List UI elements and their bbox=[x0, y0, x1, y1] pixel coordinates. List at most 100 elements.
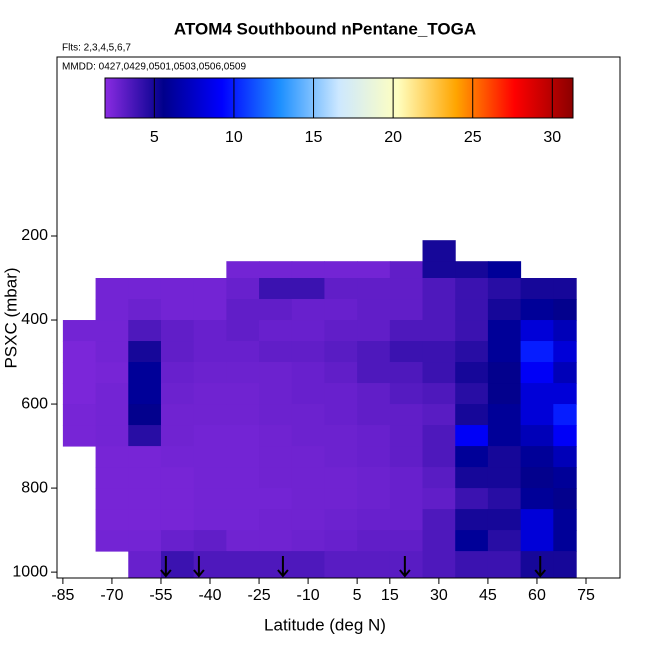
heatmap-cell bbox=[259, 530, 293, 552]
heatmap-cell bbox=[128, 299, 162, 321]
heatmap-cell bbox=[389, 488, 424, 510]
heatmap-cell bbox=[324, 530, 358, 552]
heatmap-cell bbox=[193, 299, 227, 321]
colorbar-tick-label: 15 bbox=[305, 129, 323, 146]
heatmap-cell bbox=[487, 551, 522, 579]
flight-arrow bbox=[534, 556, 546, 578]
heatmap-cell bbox=[422, 383, 456, 405]
heatmap-cell bbox=[455, 467, 489, 489]
heatmap-cell bbox=[160, 404, 195, 426]
heatmap-cell bbox=[128, 362, 162, 384]
heatmap-cell bbox=[259, 404, 293, 426]
heatmap-cell bbox=[389, 278, 424, 300]
heatmap-cell bbox=[193, 509, 227, 531]
heatmap-cell bbox=[389, 425, 424, 447]
heatmap-cell bbox=[291, 530, 325, 552]
y-tick-label: 200 bbox=[21, 227, 48, 244]
heatmap-cell bbox=[62, 383, 97, 405]
heatmap-cell bbox=[226, 446, 260, 468]
heatmap-cell bbox=[160, 299, 195, 321]
heatmap-cell bbox=[95, 488, 129, 510]
heatmap-cell bbox=[226, 261, 260, 279]
heatmap-cell bbox=[422, 278, 456, 300]
x-axis-label: Latitude (deg N) bbox=[264, 615, 386, 634]
heatmap-cell bbox=[193, 383, 227, 405]
heatmap-cell bbox=[95, 299, 129, 321]
heatmap-cell bbox=[160, 425, 195, 447]
heatmap-cell bbox=[291, 341, 325, 363]
heatmap-cell bbox=[324, 278, 358, 300]
heatmap-cell bbox=[487, 509, 522, 531]
heatmap-cell bbox=[324, 341, 358, 363]
heatmap-cell bbox=[259, 425, 293, 447]
heatmap-cell bbox=[62, 425, 97, 447]
heatmap-cell bbox=[128, 446, 162, 468]
heatmap-cell bbox=[259, 261, 293, 279]
heatmap-cell bbox=[455, 551, 489, 579]
heatmap-cell bbox=[128, 278, 162, 300]
heatmap-cell bbox=[62, 362, 97, 384]
heatmap-cell bbox=[226, 383, 260, 405]
heatmap-cell bbox=[455, 425, 489, 447]
heatmap-cell bbox=[520, 425, 554, 447]
heatmap-cell bbox=[128, 551, 162, 579]
heatmap-cell bbox=[160, 509, 195, 531]
heatmap-cell bbox=[128, 425, 162, 447]
heatmap-cell bbox=[291, 404, 325, 426]
heatmap bbox=[62, 240, 577, 579]
heatmap-cell bbox=[324, 261, 358, 279]
heatmap-cell bbox=[520, 320, 554, 342]
heatmap-cell bbox=[259, 383, 293, 405]
heatmap-cell bbox=[553, 509, 577, 531]
heatmap-cell bbox=[324, 446, 358, 468]
heatmap-cell bbox=[455, 299, 489, 321]
heatmap-cell bbox=[291, 488, 325, 510]
heatmap-cell bbox=[455, 278, 489, 300]
heatmap-cell bbox=[422, 320, 456, 342]
heatmap-cell bbox=[160, 488, 195, 510]
heatmap-cell bbox=[389, 299, 424, 321]
heatmap-cell bbox=[357, 320, 391, 342]
heatmap-cell bbox=[95, 446, 129, 468]
heatmap-cell bbox=[95, 383, 129, 405]
heatmap-cell bbox=[160, 320, 195, 342]
heatmap-cell bbox=[226, 299, 260, 321]
heatmap-cell bbox=[226, 467, 260, 489]
heatmap-cell bbox=[193, 488, 227, 510]
heatmap-cell bbox=[487, 425, 522, 447]
y-tick-label: 800 bbox=[21, 479, 48, 496]
chart-title: ATOM4 Southbound nPentane_TOGA bbox=[174, 19, 476, 38]
heatmap-cell bbox=[259, 278, 293, 300]
heatmap-cell bbox=[455, 261, 489, 279]
heatmap-cell bbox=[389, 341, 424, 363]
heatmap-cell bbox=[422, 488, 456, 510]
flight-arrow bbox=[193, 556, 205, 578]
heatmap-cell bbox=[422, 551, 456, 579]
heatmap-cell bbox=[291, 362, 325, 384]
heatmap-cell bbox=[487, 467, 522, 489]
heatmap-cell bbox=[291, 278, 325, 300]
heatmap-cell bbox=[553, 341, 577, 363]
heatmap-cell bbox=[324, 299, 358, 321]
heatmap-cell bbox=[160, 446, 195, 468]
heatmap-cell bbox=[520, 383, 554, 405]
heatmap-cell bbox=[357, 530, 391, 552]
heatmap-cell bbox=[259, 551, 293, 579]
heatmap-cell bbox=[357, 278, 391, 300]
heatmap-cell bbox=[291, 551, 325, 579]
heatmap-cell bbox=[487, 341, 522, 363]
annotation: MMDD: 0427,0429,0501,0503,0506,0509 bbox=[62, 62, 246, 73]
x-tick-label: 30 bbox=[430, 587, 448, 604]
heatmap-cell bbox=[324, 551, 358, 579]
heatmap-cell bbox=[455, 530, 489, 552]
heatmap-cell bbox=[553, 383, 577, 405]
heatmap-cell bbox=[357, 362, 391, 384]
heatmap-cell bbox=[553, 299, 577, 321]
heatmap-cell bbox=[520, 278, 554, 300]
heatmap-cell bbox=[520, 509, 554, 531]
heatmap-cell bbox=[324, 383, 358, 405]
heatmap-cell bbox=[160, 341, 195, 363]
flight-arrow bbox=[399, 556, 411, 578]
heatmap-cell bbox=[357, 446, 391, 468]
heatmap-cell bbox=[128, 488, 162, 510]
